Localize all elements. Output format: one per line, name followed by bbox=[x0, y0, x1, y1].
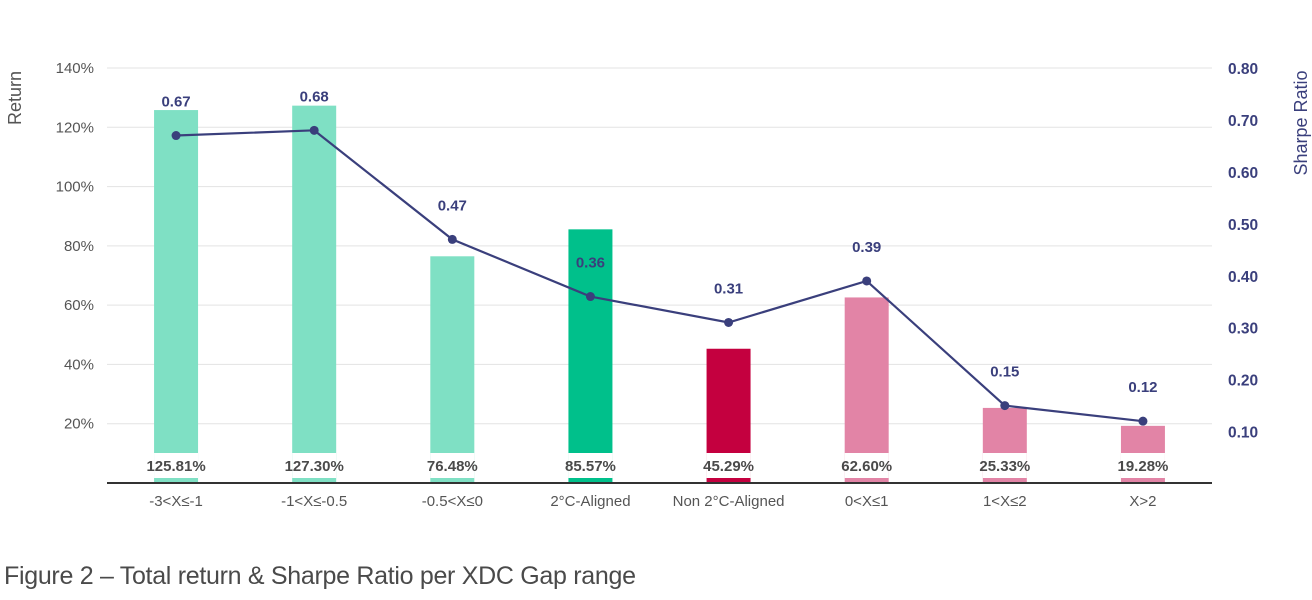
x-tick-label: X>2 bbox=[1129, 493, 1156, 510]
sharpe-value-label: 0.47 bbox=[438, 197, 467, 214]
sharpe-point bbox=[585, 292, 595, 302]
chart-panel bbox=[48, 0, 1312, 555]
x-tick-label: 2°C-Aligned bbox=[550, 493, 630, 510]
x-tick-label: -1<X≤-0.5 bbox=[281, 493, 347, 510]
return-sharpe-chart: 20% 40% 60% 80% 100% 120% 140% 0.10 0.20 0.30 0.40… bbox=[5, 60, 1311, 510]
bar bbox=[568, 229, 613, 483]
sharpe-point bbox=[171, 131, 181, 141]
bar-label-band bbox=[292, 453, 337, 478]
bar bbox=[154, 110, 199, 483]
bar-value-label: 127.30% bbox=[285, 458, 344, 475]
bar-label-band bbox=[1120, 453, 1165, 478]
bar bbox=[292, 105, 337, 484]
y-tick-label: 60% bbox=[64, 297, 94, 314]
sharpe-value-label: 0.15 bbox=[990, 364, 1019, 381]
y-tick-label: 140% bbox=[56, 60, 94, 77]
x-tick-label: -3<X≤-1 bbox=[149, 493, 203, 510]
bar-value-label: 19.28% bbox=[1118, 458, 1169, 475]
bar-value-label: 125.81% bbox=[146, 458, 205, 475]
x-tick-label: 0<X≤1 bbox=[845, 493, 889, 510]
bar-value-label: 62.60% bbox=[841, 458, 892, 475]
y2-tick-label: 0.50 bbox=[1228, 217, 1258, 234]
sharpe-point bbox=[309, 125, 319, 135]
sharpe-point bbox=[447, 234, 457, 244]
bar bbox=[844, 297, 889, 483]
bar-label-band bbox=[706, 453, 751, 478]
bar-value-label: 76.48% bbox=[427, 458, 478, 475]
sharpe-point bbox=[1138, 416, 1148, 426]
sharpe-value-label: 0.12 bbox=[1128, 379, 1157, 396]
y2-tick-label: 0.60 bbox=[1228, 165, 1258, 182]
y2-tick-label: 0.10 bbox=[1228, 425, 1258, 442]
y2-tick-label: 0.70 bbox=[1228, 113, 1258, 130]
sharpe-point bbox=[1000, 401, 1010, 411]
y2-tick-label: 0.20 bbox=[1228, 373, 1258, 390]
bar-label-band bbox=[154, 453, 199, 478]
bar-label-band bbox=[982, 453, 1027, 478]
bar-label-band bbox=[844, 453, 889, 478]
sharpe-value-label: 0.39 bbox=[852, 239, 881, 256]
bar-value-label: 45.29% bbox=[703, 458, 754, 475]
sharpe-point bbox=[862, 276, 872, 286]
sharpe-value-label: 0.67 bbox=[161, 94, 190, 111]
bar bbox=[430, 256, 475, 483]
y-tick-label: 120% bbox=[56, 119, 94, 136]
sharpe-line bbox=[176, 129, 1144, 423]
sharpe-value-label: 0.68 bbox=[300, 88, 329, 105]
bar-value-label: 25.33% bbox=[979, 458, 1030, 475]
figure-caption: Figure 2 – Total return & Sharpe Ratio p… bbox=[4, 562, 636, 590]
y-tick-label: 40% bbox=[64, 356, 94, 373]
y-tick-label: 20% bbox=[64, 416, 94, 433]
y2-axis-title: Sharpe Ratio bbox=[1291, 70, 1311, 175]
sharpe-value-label: 0.36 bbox=[576, 255, 605, 272]
bar-label-band bbox=[568, 453, 613, 478]
y-tick-label: 100% bbox=[56, 179, 94, 196]
bar-value-label: 85.57% bbox=[565, 458, 616, 475]
x-tick-label: Non 2°C-Aligned bbox=[673, 493, 785, 510]
y2-tick-label: 0.30 bbox=[1228, 321, 1258, 338]
sharpe-point bbox=[724, 317, 734, 327]
bar-label-band bbox=[430, 453, 475, 478]
y2-tick-label: 0.40 bbox=[1228, 269, 1258, 286]
y-axis-title: Return bbox=[5, 71, 25, 125]
x-tick-label: 1<X≤2 bbox=[983, 493, 1027, 510]
y-tick-label: 80% bbox=[64, 238, 94, 255]
y2-tick-label: 0.80 bbox=[1228, 61, 1258, 78]
sharpe-value-label: 0.31 bbox=[714, 280, 743, 297]
x-tick-label: -0.5<X≤0 bbox=[422, 493, 483, 510]
